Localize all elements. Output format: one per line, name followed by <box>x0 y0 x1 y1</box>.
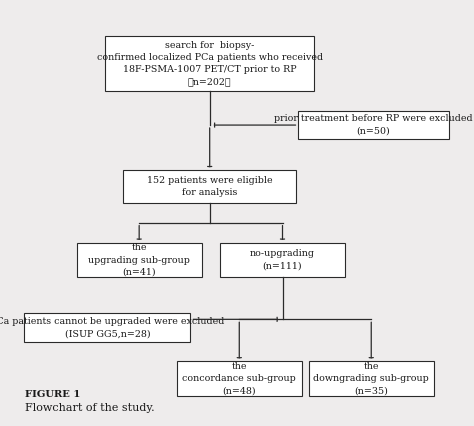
Text: FIGURE 1: FIGURE 1 <box>26 391 81 400</box>
Text: search for  biopsy-
confirmed localized PCa patients who received
18F-PSMA-1007 : search for biopsy- confirmed localized P… <box>97 41 323 86</box>
FancyBboxPatch shape <box>309 361 434 396</box>
FancyBboxPatch shape <box>299 111 448 139</box>
Text: Flowchart of the study.: Flowchart of the study. <box>26 403 155 414</box>
Text: 152 patients were eligible
for analysis: 152 patients were eligible for analysis <box>147 176 273 197</box>
Text: prior treatment before RP were excluded
(n=50): prior treatment before RP were excluded … <box>274 115 473 135</box>
FancyBboxPatch shape <box>220 243 345 277</box>
Text: the
downgrading sub-group
(n=35): the downgrading sub-group (n=35) <box>313 362 429 395</box>
Text: no-upgrading
(n=111): no-upgrading (n=111) <box>250 250 315 271</box>
FancyBboxPatch shape <box>177 361 302 396</box>
Text: the
concordance sub-group
(n=48): the concordance sub-group (n=48) <box>182 362 296 395</box>
FancyBboxPatch shape <box>24 313 191 342</box>
Text: the
upgrading sub-group
(n=41): the upgrading sub-group (n=41) <box>88 243 190 276</box>
FancyBboxPatch shape <box>123 170 296 203</box>
Text: PCa patients cannot be upgraded were excluded
(ISUP GG5,n=28): PCa patients cannot be upgraded were exc… <box>0 317 225 338</box>
FancyBboxPatch shape <box>105 36 314 91</box>
FancyBboxPatch shape <box>77 243 202 277</box>
